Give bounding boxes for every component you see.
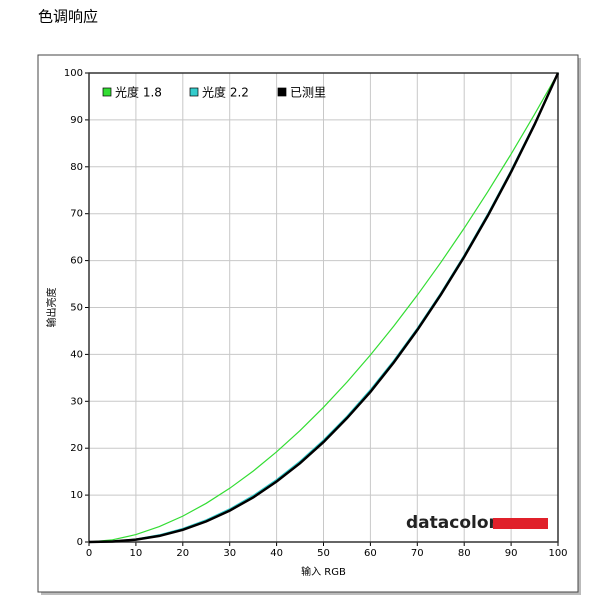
y-tick-label: 0 [77, 537, 83, 548]
y-tick-label: 100 [64, 68, 83, 79]
series-line [88, 72, 559, 543]
y-tick-label: 20 [70, 443, 83, 454]
x-axis-label: 输入 RGB [301, 565, 346, 578]
y-tick-label: 10 [70, 490, 83, 501]
legend-swatch [189, 87, 199, 97]
page-title: 色调响应 [38, 8, 98, 26]
logo-bar [493, 518, 548, 529]
frame [37, 54, 579, 593]
legend-swatch [277, 87, 287, 97]
x-tick-label: 50 [317, 548, 330, 559]
x-tick-label: 20 [176, 548, 189, 559]
legend-label: 已测里 [290, 86, 326, 100]
y-tick-label: 80 [70, 162, 83, 173]
y-tick-label: 40 [70, 349, 83, 360]
x-tick-label: 0 [86, 548, 92, 559]
y-tick-label: 30 [70, 396, 83, 407]
x-tick-label: 80 [458, 548, 471, 559]
x-tick-label: 40 [270, 548, 283, 559]
x-tick-label: 60 [364, 548, 377, 559]
series-line [88, 72, 560, 544]
x-tick-label: 90 [505, 548, 518, 559]
logo: datacolor [406, 513, 498, 533]
plot-border [88, 72, 559, 543]
y-tick-label: 70 [70, 209, 83, 220]
x-tick-label: 70 [411, 548, 424, 559]
y-tick-label: 90 [70, 115, 83, 126]
x-tick-label: 30 [223, 548, 236, 559]
legend-label: 光度 2.2 [202, 85, 249, 100]
y-tick-label: 60 [70, 256, 83, 267]
legend-swatch [102, 87, 112, 97]
y-tick-label: 50 [70, 303, 83, 314]
x-tick-label: 10 [130, 548, 143, 559]
legend-label: 光度 1.8 [115, 85, 162, 100]
x-tick-label: 100 [548, 548, 567, 559]
y-axis-label: 输出亮度 [45, 288, 58, 328]
